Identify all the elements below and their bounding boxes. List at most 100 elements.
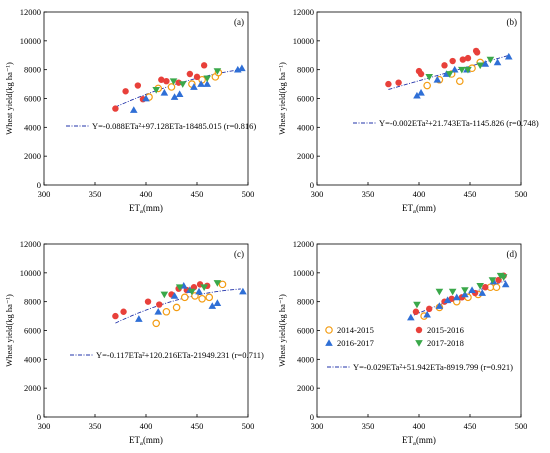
data-point: [175, 284, 184, 292]
data-point: [464, 66, 472, 74]
series-2017-2018: [425, 56, 495, 81]
data-point: [504, 52, 513, 60]
data-point: [435, 288, 444, 296]
x-tick-label: 450: [191, 189, 204, 199]
x-tick-label: 450: [464, 421, 477, 431]
data-point: [468, 286, 476, 293]
data-point: [488, 277, 497, 284]
x-axis-label-main: ET: [402, 435, 413, 445]
y-tick-label: 4000: [24, 354, 41, 364]
fit-curve: [115, 69, 241, 108]
y-tick-label: 4000: [297, 354, 314, 364]
x-axis-label-unit: (mm): [143, 203, 163, 213]
equation-label: Y=-0.002ETa²+21.743ETa-1145.826 (r=0.748…: [379, 118, 539, 128]
x-tick-label: 400: [413, 421, 426, 431]
y-tick-label: 12000: [20, 239, 41, 249]
series-2014-2015: [420, 283, 501, 320]
data-point: [455, 77, 464, 86]
y-axis-label: Wheat yield(kg ha⁻¹): [4, 294, 14, 367]
y-tick-label: 4000: [297, 122, 314, 132]
y-tick-label: 10000: [293, 268, 314, 278]
data-point: [486, 56, 495, 64]
x-tick-label: 400: [140, 421, 153, 431]
y-tick-label: 2000: [24, 151, 41, 161]
data-point: [426, 305, 433, 313]
equation-label: Y=-0.029ETa²+51.942ETa-8919.799 (r=0.921…: [353, 362, 513, 372]
data-point: [452, 293, 461, 301]
y-tick-label: 10000: [293, 36, 314, 46]
data-point: [441, 62, 448, 69]
data-point: [476, 282, 484, 290]
legend-marker: [325, 339, 333, 346]
data-point: [417, 88, 425, 96]
data-point: [144, 298, 152, 305]
data-point: [154, 307, 163, 315]
x-axis-label-sub: a: [413, 440, 416, 447]
y-axis-label: Wheat yield(kg ha⁻¹): [277, 62, 287, 135]
data-point: [190, 83, 198, 90]
data-point: [156, 301, 163, 308]
data-point: [180, 293, 189, 302]
data-point: [472, 47, 480, 55]
data-point: [433, 75, 442, 83]
y-tick-label: 8000: [24, 65, 41, 75]
data-point: [413, 301, 421, 309]
y-tick-label: 4000: [24, 122, 41, 132]
data-point: [239, 287, 247, 295]
data-point: [175, 79, 182, 86]
data-point: [443, 296, 452, 304]
legend-marker: [415, 326, 423, 334]
x-axis-label-sub: a: [413, 208, 416, 215]
data-point: [203, 75, 211, 83]
data-point: [417, 70, 425, 78]
panel-label: (c): [234, 249, 244, 259]
x-axis-label: ETa(mm): [129, 203, 163, 215]
data-point: [461, 287, 469, 294]
legend-label: 2015-2016: [427, 325, 464, 335]
x-tick-label: 350: [89, 189, 102, 199]
data-point: [160, 88, 169, 96]
panel-label: (d): [507, 249, 518, 259]
y-tick-label: 10000: [20, 268, 41, 278]
data-point: [213, 299, 222, 306]
x-tick-label: 300: [311, 189, 324, 199]
y-tick-label: 6000: [24, 326, 41, 336]
data-point: [175, 90, 184, 98]
data-point: [413, 91, 421, 99]
data-point: [425, 74, 433, 81]
y-tick-label: 8000: [297, 65, 314, 75]
chart-panel-d: 300 350 400 450 500 0 2000 4000 6000 8000 10000 120…: [277, 239, 527, 447]
equation-label: Y=-0.088ETa²+97.128ETa-18485.015 (r=0.81…: [92, 121, 256, 131]
data-point: [129, 106, 138, 113]
y-tick-label: 0: [310, 412, 314, 422]
data-point: [197, 80, 205, 87]
series-2015-2016: [112, 281, 211, 320]
data-point: [482, 284, 489, 291]
x-axis-label-sub: a: [140, 208, 143, 215]
data-point: [112, 312, 119, 320]
x-tick-label: 500: [242, 189, 255, 199]
y-tick-label: 2000: [24, 383, 41, 393]
y-tick-label: 10000: [20, 36, 41, 46]
x-axis-label: ETa(mm): [402, 435, 436, 447]
data-point: [492, 283, 501, 292]
data-point: [445, 71, 454, 78]
data-point: [459, 56, 467, 63]
data-point: [208, 302, 217, 309]
y-tick-label: 6000: [297, 94, 314, 104]
data-point: [203, 80, 211, 87]
legend-item: 2017-2018: [415, 338, 464, 348]
series-2016-2017: [135, 282, 247, 322]
data-point: [205, 293, 214, 302]
data-point: [122, 88, 129, 95]
series-2016-2017: [129, 64, 246, 113]
data-point: [200, 62, 208, 69]
y-tick-label: 6000: [24, 94, 41, 104]
x-axis-label-main: ET: [129, 435, 140, 445]
series-2014-2015: [152, 280, 227, 328]
data-point: [170, 292, 179, 299]
data-point: [218, 280, 227, 289]
x-axis-label-unit: (mm): [416, 203, 436, 213]
x-tick-label: 350: [89, 421, 102, 431]
